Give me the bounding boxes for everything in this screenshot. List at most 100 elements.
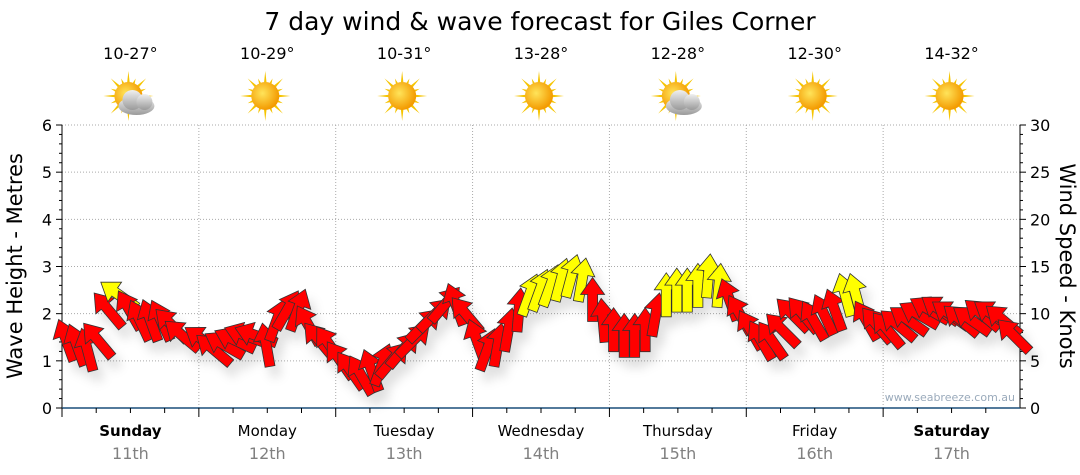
sun-ray	[240, 94, 254, 98]
sun-icon	[787, 71, 838, 121]
sun-ray	[409, 103, 420, 114]
wind-arrow	[570, 257, 596, 303]
wind-arrow	[83, 322, 117, 361]
day-name-label: Tuesday	[373, 422, 435, 440]
wind-arrow	[93, 292, 127, 331]
y2-tick-label: 5	[1030, 352, 1040, 371]
sun-ray	[521, 78, 532, 89]
day-name-label: Friday	[792, 422, 838, 440]
sun-ray	[683, 78, 694, 89]
sun-ray	[650, 94, 664, 98]
day-date-label: 17th	[933, 444, 970, 463]
y2-tick-label: 15	[1030, 258, 1050, 277]
sun-ray	[795, 103, 806, 114]
wind-arrow	[706, 262, 733, 309]
cloud-part	[683, 94, 700, 110]
day-temperature: 10-31°	[377, 44, 432, 63]
y2-tick-label: 25	[1030, 163, 1050, 182]
day-forecast-header: 10-27° 10-29° 10-31° 13-28° 12-28° 12-30° 14-3…	[103, 44, 979, 121]
sun-ray	[110, 78, 122, 89]
sun-ray	[811, 71, 815, 85]
y-tick-label: 0	[42, 399, 52, 418]
sun-ray	[956, 103, 968, 114]
sun-ray	[247, 78, 258, 89]
sun-ray	[824, 94, 838, 98]
sun-ray	[931, 103, 943, 114]
sun-ray	[272, 78, 283, 89]
sun-ray	[820, 103, 831, 114]
cloud-icon	[118, 90, 155, 115]
day-name-label: Sunday	[99, 422, 162, 440]
y-axis-label: Wave Height - Metres	[3, 153, 27, 379]
sun-ray	[400, 107, 404, 121]
sun-ray	[263, 107, 267, 121]
sun-ray	[514, 94, 528, 98]
sun-ray	[247, 103, 258, 114]
sun-icon	[924, 71, 975, 121]
sun-disc	[935, 82, 964, 110]
day-date-label: 11th	[112, 444, 149, 463]
sun-ray	[948, 107, 952, 121]
watermark: www.seabreeze.com.au	[885, 391, 1015, 404]
y2-tick-label: 30	[1030, 116, 1050, 135]
wind-arrow	[997, 319, 1034, 356]
day-name-label: Thursday	[642, 422, 713, 440]
cloud-part	[136, 94, 153, 110]
day-name-label: Monday	[238, 422, 297, 440]
day-temperature: 12-28°	[651, 44, 706, 63]
day-temperature: 14-32°	[924, 44, 979, 63]
sun-ray	[674, 71, 678, 85]
sun-ray	[820, 78, 831, 89]
y-tick-label: 6	[42, 116, 52, 135]
y2-tick-label: 0	[1030, 399, 1040, 418]
day-date-label: 12th	[249, 444, 286, 463]
sun-ray	[787, 94, 801, 98]
axes: 0 1 2 3 4 5 6 0 5 10 15 20 25 30 Sunday 11th Monday 12th T…	[42, 116, 1051, 463]
sun-ray	[948, 71, 952, 85]
day-name-label: Wednesday	[498, 422, 585, 440]
sun-ray	[537, 107, 541, 121]
y-tick-label: 2	[42, 305, 52, 324]
sun-ray	[795, 78, 806, 89]
y2-axis-label: Wind Speed - Knots	[1055, 163, 1079, 368]
sun-ray	[377, 94, 391, 98]
day-name-label: Saturday	[913, 422, 990, 440]
sun-icon	[377, 71, 428, 121]
sun-ray	[384, 78, 395, 89]
day-temperature: 10-27°	[103, 44, 158, 63]
cloud-icon	[665, 90, 702, 115]
day-date-label: 13th	[386, 444, 423, 463]
sun-ray	[135, 78, 147, 89]
partly-cloudy-icon	[103, 71, 155, 121]
y-tick-label: 5	[42, 163, 52, 182]
sun-ray	[924, 94, 938, 98]
sun-ray	[521, 103, 532, 114]
sun-ray	[961, 94, 975, 98]
sun-ray	[414, 94, 428, 98]
sun-ray	[409, 78, 420, 89]
sun-ray	[272, 103, 283, 114]
chart-title: 7 day wind & wave forecast for Giles Cor…	[264, 7, 816, 36]
sun-ray	[550, 94, 564, 98]
sun-ray	[956, 78, 968, 89]
sun-ray	[931, 78, 943, 89]
day-temperature: 10-29°	[240, 44, 295, 63]
day-date-label: 15th	[659, 444, 696, 463]
sun-disc	[525, 82, 553, 110]
sun-ray	[103, 94, 117, 98]
wind-arrows	[52, 253, 1034, 398]
sun-disc	[251, 82, 280, 110]
sun-disc	[388, 82, 417, 110]
y-tick-label: 1	[42, 352, 52, 371]
sun-ray	[546, 78, 557, 89]
y2-tick-label: 10	[1030, 305, 1050, 324]
sun-ray	[277, 94, 291, 98]
sun-ray	[384, 103, 395, 114]
wind-arrow	[766, 313, 802, 350]
sun-ray	[537, 71, 541, 85]
sun-ray	[811, 107, 815, 121]
sun-ray	[263, 71, 267, 85]
sun-disc	[798, 82, 827, 110]
sun-ray	[400, 71, 404, 85]
